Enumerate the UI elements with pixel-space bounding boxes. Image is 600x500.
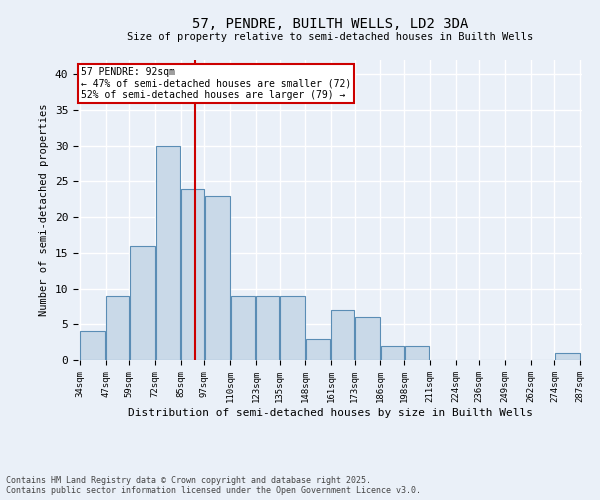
Bar <box>256 296 279 360</box>
Bar <box>331 310 354 360</box>
Bar <box>381 346 404 360</box>
Text: Size of property relative to semi-detached houses in Builth Wells: Size of property relative to semi-detach… <box>127 32 533 42</box>
Bar <box>306 338 331 360</box>
Bar <box>80 332 105 360</box>
Bar <box>130 246 155 360</box>
Text: Contains HM Land Registry data © Crown copyright and database right 2025.
Contai: Contains HM Land Registry data © Crown c… <box>6 476 421 495</box>
Y-axis label: Number of semi-detached properties: Number of semi-detached properties <box>39 104 49 316</box>
Bar <box>230 296 256 360</box>
Text: 57 PENDRE: 92sqm
← 47% of semi-detached houses are smaller (72)
52% of semi-deta: 57 PENDRE: 92sqm ← 47% of semi-detached … <box>81 67 351 100</box>
Bar <box>404 346 430 360</box>
Bar <box>280 296 305 360</box>
X-axis label: Distribution of semi-detached houses by size in Builth Wells: Distribution of semi-detached houses by … <box>128 408 533 418</box>
Bar <box>355 317 380 360</box>
Bar <box>181 188 204 360</box>
Bar <box>555 353 580 360</box>
Bar <box>155 146 180 360</box>
Text: 57, PENDRE, BUILTH WELLS, LD2 3DA: 57, PENDRE, BUILTH WELLS, LD2 3DA <box>192 18 468 32</box>
Bar <box>205 196 230 360</box>
Bar <box>106 296 129 360</box>
